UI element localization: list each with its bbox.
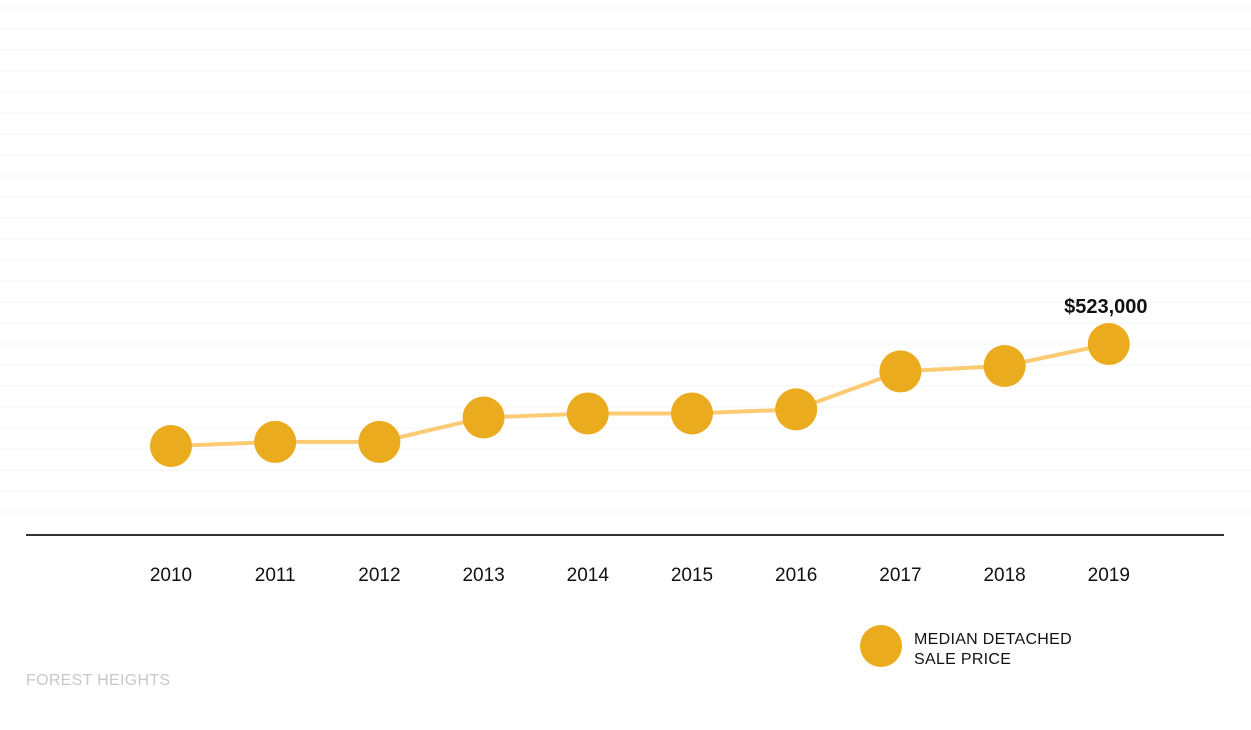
x-tick-label-2013: 2013 bbox=[462, 565, 504, 586]
x-tick-label-2010: 2010 bbox=[150, 565, 192, 586]
data-point-2016 bbox=[775, 388, 818, 431]
x-tick-label-2019: 2019 bbox=[1088, 565, 1130, 586]
x-tick-label-2016: 2016 bbox=[775, 565, 817, 586]
x-tick-label-2015: 2015 bbox=[671, 565, 713, 586]
data-point-2018 bbox=[983, 345, 1026, 387]
data-label-2019: $523,000 bbox=[1064, 296, 1147, 318]
x-tick-label-2012: 2012 bbox=[358, 565, 400, 586]
x-tick-label-2017: 2017 bbox=[879, 565, 921, 586]
x-tick-labels: 2010 2011 2012 2013 2014 2015 2016 2017 2018 2019 bbox=[150, 565, 1130, 586]
series-markers bbox=[150, 323, 1130, 467]
data-point-2012 bbox=[358, 420, 401, 463]
data-point-2017 bbox=[879, 350, 922, 393]
data-point-2010 bbox=[150, 425, 192, 467]
legend-label-line-1: MEDIAN DETACHED bbox=[914, 631, 1072, 648]
data-point-2013 bbox=[462, 396, 505, 439]
data-point-2014 bbox=[566, 392, 609, 435]
neighbourhood-label: FOREST HEIGHTS bbox=[26, 672, 170, 689]
legend: MEDIAN DETACHED SALE PRICE bbox=[860, 625, 1072, 668]
grid-lines bbox=[0, 7, 1251, 513]
data-point-2019 bbox=[1087, 323, 1130, 365]
legend-label-line-2: SALE PRICE bbox=[914, 651, 1011, 668]
x-tick-label-2018: 2018 bbox=[983, 565, 1025, 586]
legend-marker bbox=[860, 625, 902, 667]
data-point-2015 bbox=[671, 392, 713, 435]
x-tick-label-2014: 2014 bbox=[567, 565, 610, 586]
data-point-2011 bbox=[254, 420, 297, 463]
series-line-median-detached-sale-price bbox=[170, 342, 1110, 448]
series-line-group bbox=[170, 342, 1110, 448]
x-tick-label-2011: 2011 bbox=[255, 565, 296, 586]
